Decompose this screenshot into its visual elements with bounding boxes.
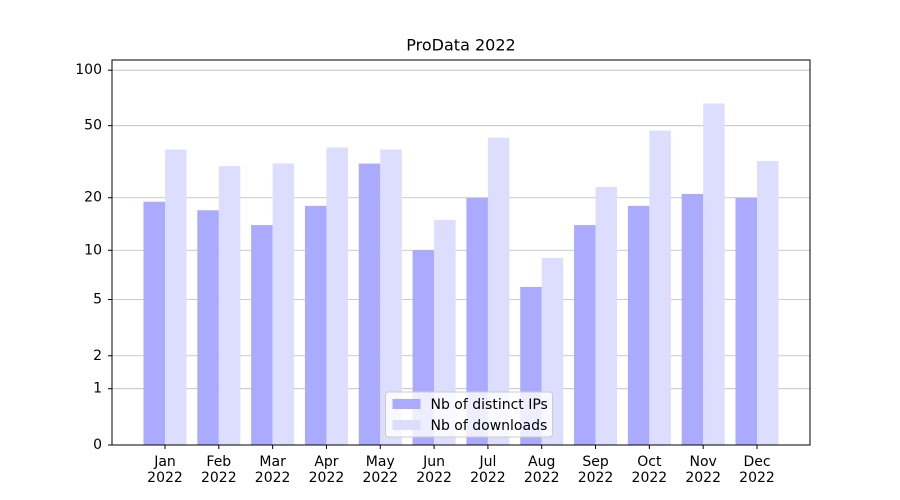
bar	[326, 147, 348, 445]
x-tick-label: Mar 2022	[254, 454, 291, 486]
y-tick-label: 5	[93, 291, 102, 307]
legend-swatch	[392, 420, 421, 430]
bar	[251, 225, 273, 445]
bar	[380, 149, 402, 445]
x-tick-label: Nov 2022	[685, 454, 721, 486]
bar	[595, 186, 618, 445]
legend: Nb of distinct IPs Nb of downloads	[385, 391, 553, 438]
legend-label: Nb of distinct IPs	[431, 397, 548, 413]
y-tick-label: 10	[84, 242, 102, 258]
y-tick-label: 20	[84, 190, 102, 206]
bar	[434, 219, 456, 445]
bar	[143, 201, 165, 445]
bar	[574, 225, 596, 445]
y-tick-label: 2	[93, 348, 102, 364]
bar	[757, 161, 779, 445]
x-tick-label: Sep 2022	[577, 454, 614, 486]
bar	[735, 197, 757, 445]
x-tick-label: Dec 2022	[739, 454, 775, 486]
x-tick-label: Feb 2022	[200, 454, 237, 486]
x-tick-label: Jul 2022	[470, 454, 506, 486]
x-tick-label: Aug 2022	[523, 454, 560, 486]
x-tick-label: May 2022	[362, 454, 399, 486]
bar	[627, 205, 650, 445]
x-tick-label: Jan 2022	[147, 454, 183, 486]
y-tick-label: 0	[93, 437, 102, 453]
x-tick-label: Apr 2022	[308, 454, 345, 486]
legend-label: Nb of downloads	[431, 418, 548, 434]
bar	[197, 210, 219, 445]
bar	[681, 193, 704, 445]
legend-box	[385, 391, 553, 438]
bar	[165, 149, 187, 445]
bar	[703, 103, 725, 445]
bar	[358, 163, 381, 445]
bar	[304, 205, 327, 445]
bar	[218, 166, 241, 445]
y-tick-label: 50	[84, 118, 102, 134]
bar	[487, 137, 510, 445]
legend-swatch	[392, 399, 421, 409]
x-tick-label: Oct 2022	[631, 454, 668, 486]
y-tick-label: 100	[75, 62, 102, 78]
plot-frame	[111, 59, 811, 446]
chart-title: ProData 2022	[406, 36, 515, 55]
x-tick-label: Jun 2022	[416, 454, 452, 486]
bar	[649, 130, 671, 445]
bar	[466, 197, 488, 445]
y-tick-label: 1	[93, 381, 102, 397]
bar	[272, 163, 295, 445]
